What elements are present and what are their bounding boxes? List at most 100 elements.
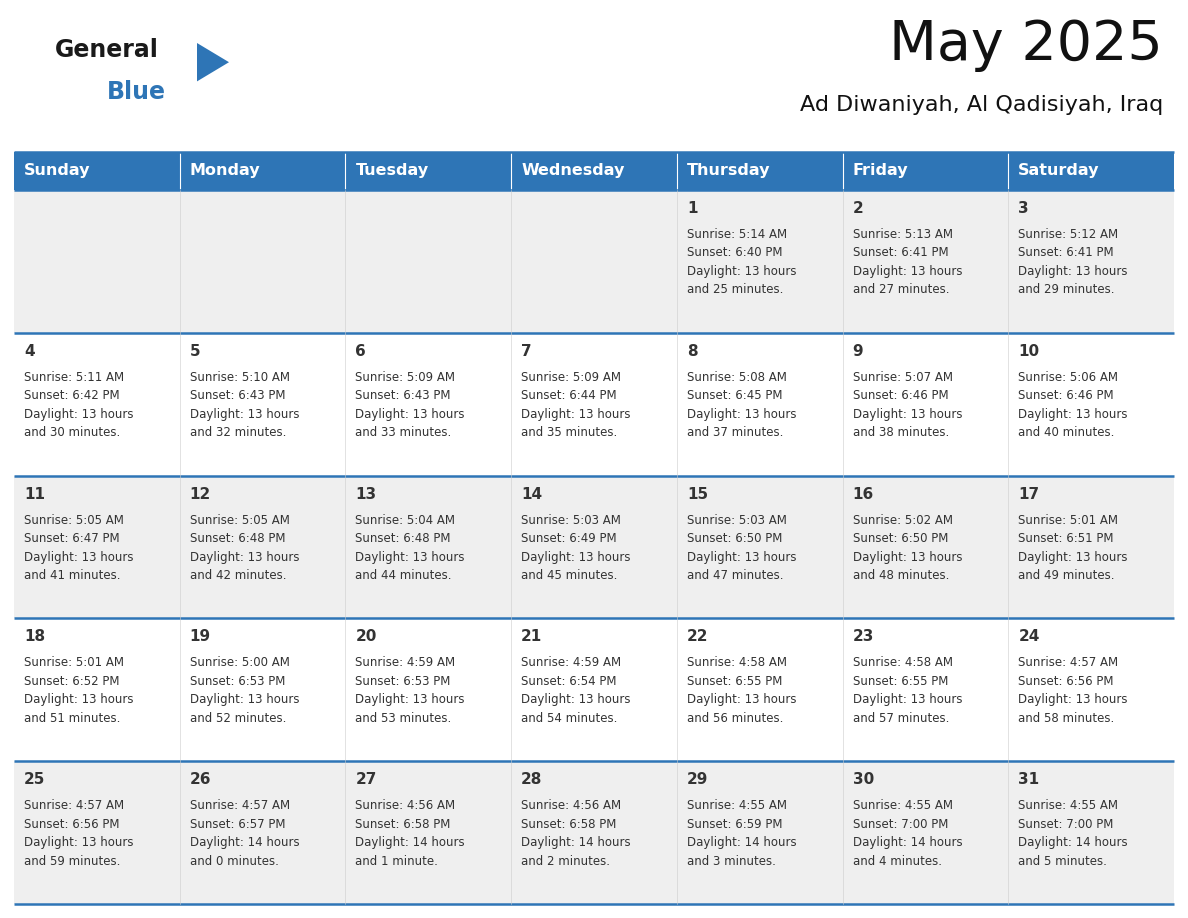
Bar [346,476,511,619]
Text: 17: 17 [1018,487,1040,501]
Text: Daylight: 13 hours: Daylight: 13 hours [1018,551,1127,564]
Bar [179,761,346,904]
Text: and 56 minutes.: and 56 minutes. [687,711,783,725]
Text: and 44 minutes.: and 44 minutes. [355,569,451,582]
Bar [14,190,179,333]
Text: and 5 minutes.: and 5 minutes. [1018,855,1107,868]
Text: Daylight: 13 hours: Daylight: 13 hours [190,551,299,564]
Text: Sunset: 6:48 PM: Sunset: 6:48 PM [190,532,285,545]
Text: Daylight: 13 hours: Daylight: 13 hours [687,693,796,706]
Text: Sunset: 6:58 PM: Sunset: 6:58 PM [522,818,617,831]
Text: Sunrise: 5:10 AM: Sunrise: 5:10 AM [190,371,290,384]
Text: 28: 28 [522,772,543,788]
Text: Friday: Friday [853,163,908,178]
Text: Daylight: 13 hours: Daylight: 13 hours [1018,693,1127,706]
Bar [677,476,842,619]
Text: 8: 8 [687,344,697,359]
Bar [511,619,677,761]
Text: Sunset: 6:50 PM: Sunset: 6:50 PM [687,532,782,545]
Text: Sunrise: 5:05 AM: Sunrise: 5:05 AM [24,513,124,527]
Bar [511,190,677,333]
Text: Sunrise: 5:12 AM: Sunrise: 5:12 AM [1018,228,1118,241]
Text: Monday: Monday [190,163,260,178]
Text: Daylight: 13 hours: Daylight: 13 hours [1018,265,1127,278]
Text: and 32 minutes.: and 32 minutes. [190,426,286,440]
Text: Sunrise: 5:01 AM: Sunrise: 5:01 AM [1018,513,1118,527]
Text: Sunrise: 5:07 AM: Sunrise: 5:07 AM [853,371,953,384]
Text: 22: 22 [687,630,708,644]
Text: 1: 1 [687,201,697,216]
Text: 27: 27 [355,772,377,788]
Text: Daylight: 13 hours: Daylight: 13 hours [355,551,465,564]
Text: 29: 29 [687,772,708,788]
Text: 6: 6 [355,344,366,359]
Text: 24: 24 [1018,630,1040,644]
Text: and 54 minutes.: and 54 minutes. [522,711,618,725]
Text: and 41 minutes.: and 41 minutes. [24,569,120,582]
Text: Daylight: 13 hours: Daylight: 13 hours [853,265,962,278]
Text: Daylight: 13 hours: Daylight: 13 hours [687,408,796,420]
Text: Sunset: 6:59 PM: Sunset: 6:59 PM [687,818,783,831]
Text: 26: 26 [190,772,211,788]
Text: Sunset: 6:51 PM: Sunset: 6:51 PM [1018,532,1114,545]
Text: Sunset: 6:47 PM: Sunset: 6:47 PM [24,532,120,545]
Text: Sunrise: 5:09 AM: Sunrise: 5:09 AM [522,371,621,384]
Bar [179,190,346,333]
Text: 21: 21 [522,630,543,644]
Text: 23: 23 [853,630,874,644]
Text: and 53 minutes.: and 53 minutes. [355,711,451,725]
Text: and 42 minutes.: and 42 minutes. [190,569,286,582]
Text: Sunset: 6:48 PM: Sunset: 6:48 PM [355,532,451,545]
Text: Sunset: 6:52 PM: Sunset: 6:52 PM [24,675,120,688]
Text: Daylight: 13 hours: Daylight: 13 hours [853,693,962,706]
Text: Saturday: Saturday [1018,163,1100,178]
Bar [677,333,842,476]
Text: Daylight: 13 hours: Daylight: 13 hours [522,693,631,706]
Bar [14,333,179,476]
Text: Daylight: 14 hours: Daylight: 14 hours [853,836,962,849]
Text: Sunset: 6:46 PM: Sunset: 6:46 PM [853,389,948,402]
Text: Wednesday: Wednesday [522,163,625,178]
Text: and 30 minutes.: and 30 minutes. [24,426,120,440]
Text: Sunrise: 5:09 AM: Sunrise: 5:09 AM [355,371,455,384]
Text: 16: 16 [853,487,874,501]
Text: Sunset: 6:53 PM: Sunset: 6:53 PM [355,675,450,688]
Text: Daylight: 14 hours: Daylight: 14 hours [522,836,631,849]
Polygon shape [197,43,229,82]
Text: Sunrise: 4:55 AM: Sunrise: 4:55 AM [853,800,953,812]
Text: Daylight: 13 hours: Daylight: 13 hours [24,551,133,564]
Text: and 58 minutes.: and 58 minutes. [1018,711,1114,725]
Text: Sunset: 6:41 PM: Sunset: 6:41 PM [1018,247,1114,260]
Bar [842,190,1009,333]
Text: Sunrise: 5:13 AM: Sunrise: 5:13 AM [853,228,953,241]
Text: Daylight: 13 hours: Daylight: 13 hours [190,693,299,706]
Text: Daylight: 13 hours: Daylight: 13 hours [522,408,631,420]
Text: Tuesday: Tuesday [355,163,429,178]
Text: and 45 minutes.: and 45 minutes. [522,569,618,582]
Text: Sunrise: 4:58 AM: Sunrise: 4:58 AM [853,656,953,669]
Text: 3: 3 [1018,201,1029,216]
Bar [511,152,677,190]
Text: 11: 11 [24,487,45,501]
Bar [677,619,842,761]
Bar [842,333,1009,476]
Text: Sunrise: 5:05 AM: Sunrise: 5:05 AM [190,513,290,527]
Text: Sunrise: 4:56 AM: Sunrise: 4:56 AM [522,800,621,812]
Text: Daylight: 13 hours: Daylight: 13 hours [24,836,133,849]
Text: Sunset: 6:46 PM: Sunset: 6:46 PM [1018,389,1114,402]
Text: and 29 minutes.: and 29 minutes. [1018,284,1114,297]
Text: 30: 30 [853,772,874,788]
Bar [511,333,677,476]
Bar [14,761,179,904]
Text: 19: 19 [190,630,210,644]
Text: Sunset: 6:58 PM: Sunset: 6:58 PM [355,818,450,831]
Bar [842,152,1009,190]
Text: Sunday: Sunday [24,163,90,178]
Text: 12: 12 [190,487,211,501]
Text: Sunrise: 5:14 AM: Sunrise: 5:14 AM [687,228,786,241]
Text: Sunset: 6:56 PM: Sunset: 6:56 PM [1018,675,1114,688]
Text: and 1 minute.: and 1 minute. [355,855,438,868]
Text: 15: 15 [687,487,708,501]
Bar [179,476,346,619]
Text: Daylight: 14 hours: Daylight: 14 hours [687,836,796,849]
